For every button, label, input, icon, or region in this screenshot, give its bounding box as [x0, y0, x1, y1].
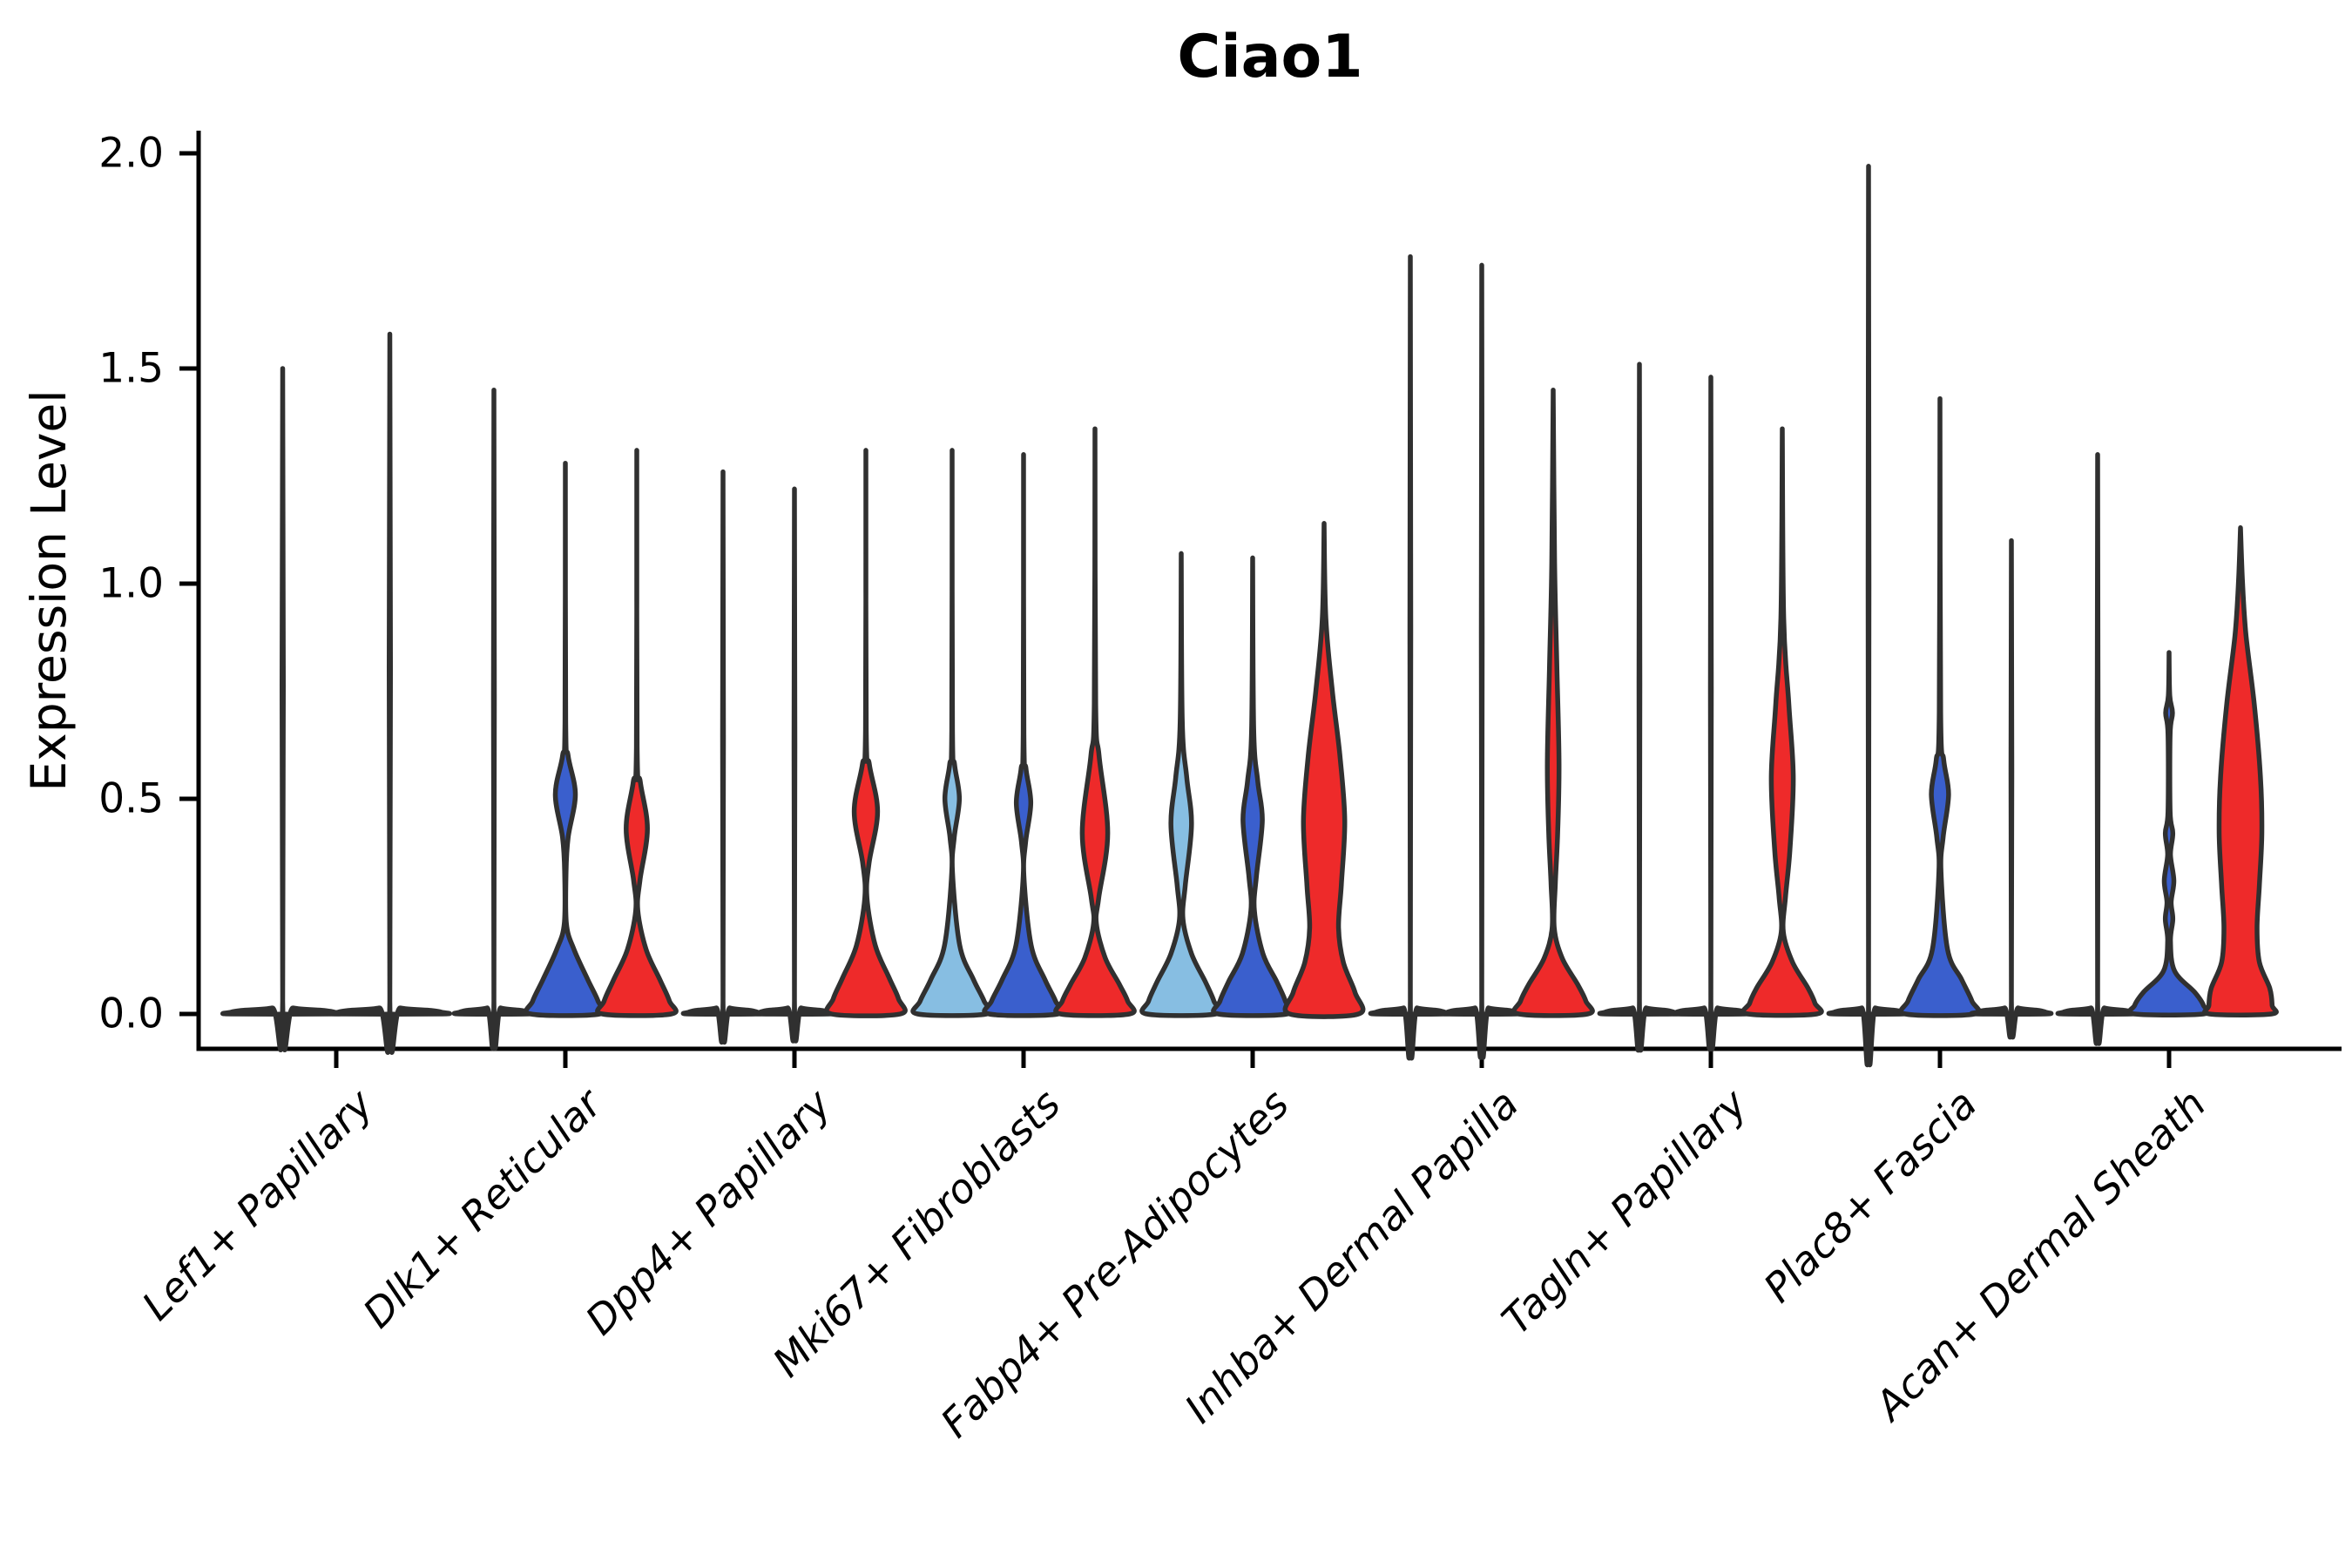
violin-7-2-flat [1668, 375, 1754, 1052]
violin-3-1-flat [680, 469, 766, 1045]
y-tick-label: 2.0 [98, 129, 164, 178]
violin-4-3-red [1053, 426, 1137, 1018]
violin-2-3-red [595, 448, 679, 1018]
violin-3-2-flat [752, 486, 837, 1044]
violin-5-1-light_blue [1139, 551, 1223, 1018]
violin-4-1-light_blue [910, 448, 994, 1018]
violin-5-2-blue [1211, 555, 1294, 1018]
violin-7-3-red [1740, 426, 1824, 1018]
violin-2-1-flat [451, 387, 537, 1051]
violin-8-2-blue [1898, 395, 1982, 1018]
violin-9-3-red [2202, 525, 2279, 1017]
violin-5-3-red [1282, 521, 1366, 1019]
violin-7-1-flat [1597, 362, 1682, 1053]
violin-8-3-flat [1969, 537, 2054, 1040]
violin-8-1-flat [1826, 164, 1911, 1068]
y-tick-label: 0.0 [98, 990, 164, 1038]
violin-9-2-blue [2126, 650, 2212, 1017]
violin-2-2-blue [524, 460, 607, 1018]
violin-1-1-flat [220, 366, 345, 1052]
y-tick-label: 1.0 [98, 559, 164, 608]
violin-6-2-flat [1439, 262, 1524, 1060]
y-tick-label: 1.5 [98, 344, 164, 393]
violin-9-1-flat [2055, 452, 2140, 1046]
violin-6-3-red [1511, 387, 1595, 1018]
violin-6-1-flat [1368, 253, 1453, 1061]
plot-title: Ciao1 [1177, 23, 1363, 91]
violin-4-2-blue [982, 452, 1065, 1018]
violin-3-3-red [824, 448, 908, 1018]
y-tick-label: 0.5 [98, 774, 164, 823]
violin-1-2-flat [328, 331, 452, 1055]
